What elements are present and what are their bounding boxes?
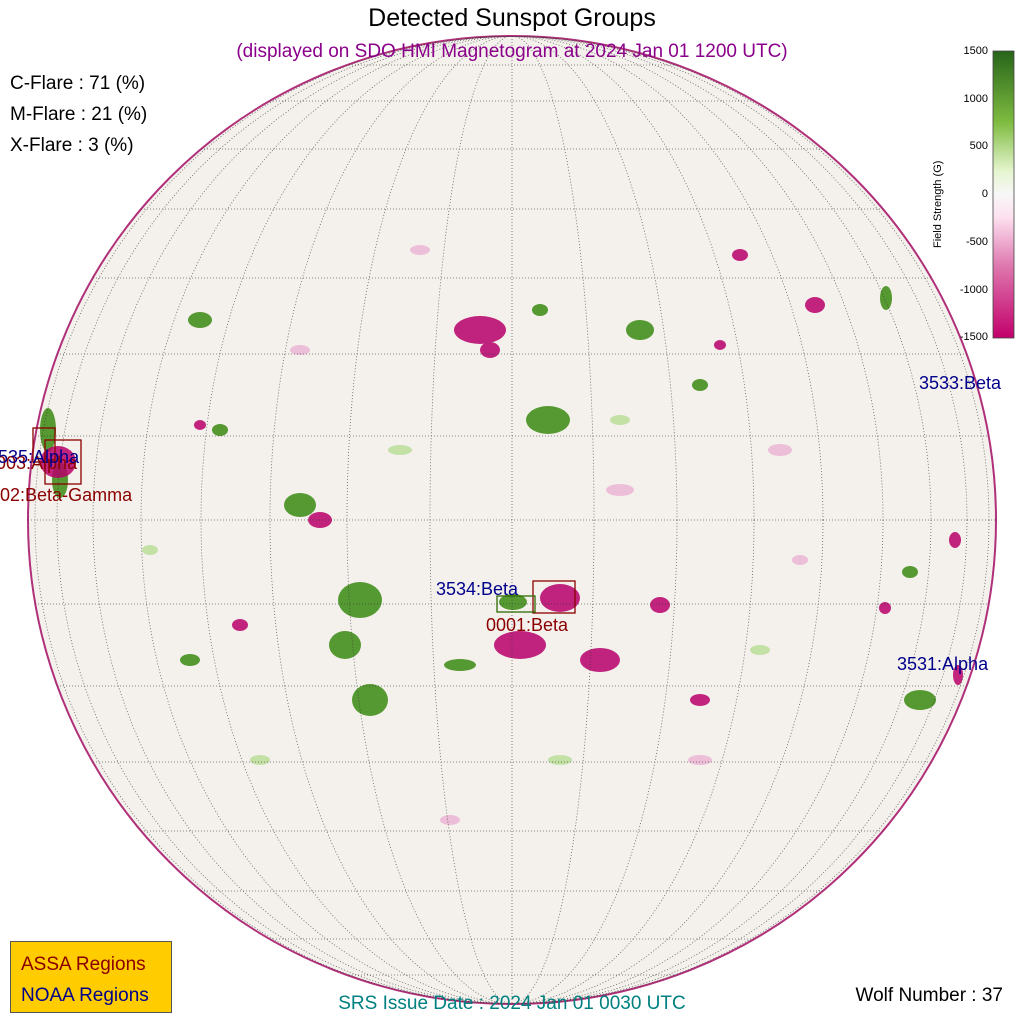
colorbar-tick: 1000 (963, 93, 988, 105)
region-box-3534 (496, 595, 536, 613)
noaa-region-label: 3533:Beta (919, 373, 1002, 393)
assa-region-label: 0003:Alpha (0, 453, 78, 473)
colorbar-tick: -1000 (959, 284, 988, 296)
figure-title: Detected Sunspot Groups (368, 4, 656, 32)
x-flare-probability: X-Flare : 3 (%) (10, 135, 134, 156)
srs-issue-date: SRS Issue Date : 2024 Jan 01 0030 UTC (338, 993, 686, 1014)
magnetic-features (40, 245, 963, 825)
wolf-number: Wolf Number : 37 (855, 985, 1003, 1006)
colorbar-tick: -1500 (959, 331, 988, 343)
legend-assa-label: ASSA Regions (21, 954, 146, 975)
region-boxes (32, 427, 576, 614)
colorbar-tick: 1500 (963, 45, 988, 57)
heliographic-grid (28, 36, 996, 1004)
legend-noaa-label: NOAA Regions (21, 985, 149, 1006)
colorbar-tick: -500 (965, 236, 988, 248)
colorbar-tick: 0 (981, 188, 988, 200)
colorbar-tick: 500 (969, 140, 988, 152)
noaa-region-label: 3531:Alpha (897, 654, 989, 674)
region-box-0001 (532, 580, 576, 614)
colorbar-title: Field Strength (G) (932, 160, 944, 248)
colorbar (992, 50, 1015, 339)
figure-subtitle: (displayed on SDO HMI Magnetogram at 202… (236, 41, 788, 62)
noaa-region-label: 3535:Alpha (0, 447, 80, 467)
region-legend: ASSA Regions NOAA Regions (10, 941, 172, 1013)
m-flare-probability: M-Flare : 21 (%) (10, 104, 148, 125)
c-flare-probability: C-Flare : 71 (%) (10, 73, 146, 94)
assa-region-label: 0002:Beta-Gamma (0, 485, 133, 505)
region-box-0003 (32, 427, 56, 463)
region-box-0002 (44, 439, 82, 485)
noaa-region-label: 3534:Beta (436, 579, 519, 599)
assa-region-label: 0001:Beta (486, 615, 569, 635)
